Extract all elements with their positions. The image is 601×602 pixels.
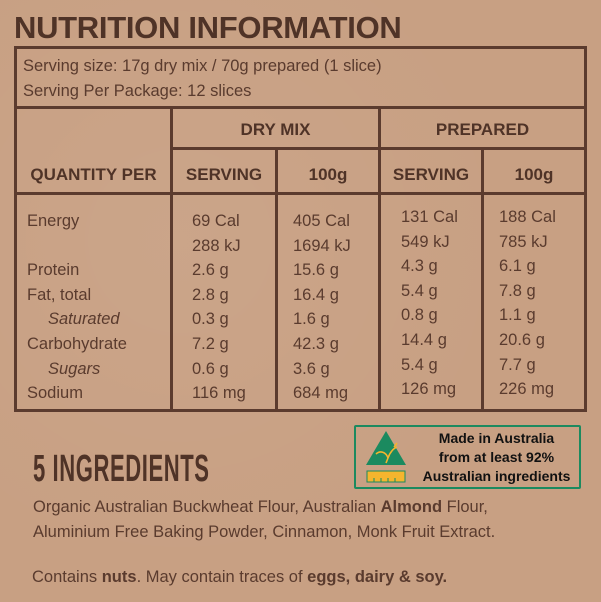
divider: [584, 46, 587, 412]
row-label: Energy: [27, 212, 80, 230]
row-label: Sugars: [48, 359, 101, 378]
row-value: 288 kJ: [192, 236, 241, 255]
row-label: Carbohydrate: [27, 335, 127, 353]
row-label: Fat, total: [27, 285, 92, 304]
divider: [14, 46, 587, 49]
allergen-bold: nuts: [101, 568, 137, 586]
header-quantity-per: QUANTITY PER: [30, 165, 157, 184]
row-value: 6.1 g: [499, 257, 536, 276]
divider: [378, 106, 381, 412]
row-value: 7.8 g: [499, 281, 536, 300]
row-value: 188 Cal: [499, 208, 556, 226]
row-value: 7.2 g: [192, 335, 229, 353]
row-label: Protein: [27, 261, 80, 280]
header-prepared: PREPARED: [435, 120, 530, 139]
divider: [14, 106, 587, 109]
row-value: 0.3 g: [192, 310, 229, 329]
header-dry-mix: DRY MIX: [240, 120, 311, 139]
allergen-bold: eggs, dairy & soy.: [307, 568, 448, 586]
row-value: 1.6 g: [293, 310, 330, 329]
header-prepared-serving: SERVING: [392, 165, 470, 184]
ingredients-text: Organic Australian Buckwheat Flour, Aust…: [33, 498, 381, 516]
ingredients-line-2: Aluminium Free Baking Powder, Cinnamon, …: [33, 523, 496, 541]
header-dry-serving: SERVING: [185, 165, 263, 184]
row-value: 7.7 g: [499, 355, 536, 374]
row-value: 684 mg: [293, 384, 349, 403]
header-prepared-100g: 100g: [514, 165, 554, 184]
divider: [481, 147, 484, 412]
row-label: Sodium: [27, 384, 83, 403]
row-value: 126 mg: [401, 380, 457, 399]
row-label: Saturated: [48, 310, 120, 329]
row-value: 226 mg: [499, 380, 555, 399]
allergen-statement: Contains nuts. May contain traces of egg…: [32, 568, 447, 587]
ingredients-bold: Almond: [380, 498, 443, 516]
row-value: 4.3 g: [401, 257, 438, 276]
badge-line: from at least 92%: [438, 449, 555, 465]
row-value: 20.6 g: [499, 331, 545, 349]
row-value: 785 kJ: [499, 232, 548, 251]
allergen-text: . May contain traces of: [136, 568, 308, 586]
page-title: NUTRITION INFORMATION: [14, 10, 402, 45]
row-value: 2.6 g: [192, 261, 229, 280]
row-value: 131 Cal: [401, 208, 458, 226]
row-value: 549 kJ: [401, 232, 450, 251]
row-value: 116 mg: [192, 384, 246, 403]
row-value: 14.4 g: [401, 331, 447, 349]
row-value: 1.1 g: [499, 306, 536, 325]
divider: [14, 409, 587, 412]
row-value: 5.4 g: [401, 281, 438, 300]
row-value: 0.8 g: [401, 306, 438, 325]
row-value: 0.6 g: [192, 359, 229, 378]
row-value: 16.4 g: [293, 285, 339, 304]
divider: [14, 46, 17, 412]
badge-line: Made in Australia: [438, 430, 555, 446]
row-value: 405 Cal: [293, 212, 350, 230]
serving-size: Serving size: 17g dry mix / 70g prepared…: [23, 57, 382, 75]
allergen-text: Contains: [32, 568, 102, 586]
divider: [170, 106, 173, 412]
row-value: 3.6 g: [293, 359, 330, 378]
servings-per-package: Serving Per Package: 12 slices: [23, 82, 252, 100]
row-value: 2.8 g: [192, 285, 229, 304]
ingredients-text: Flour,: [442, 498, 488, 516]
row-value: 42.3 g: [293, 335, 339, 353]
australian-made-kangaroo-icon: [366, 431, 406, 483]
ingredients-heading: 5 INGREDIENTS: [33, 448, 210, 490]
row-value: 15.6 g: [293, 261, 339, 280]
divider: [14, 192, 587, 195]
header-dry-100g: 100g: [308, 165, 348, 184]
ingredients-line-1: Organic Australian Buckwheat Flour, Aust…: [33, 498, 488, 517]
australian-made-badge: Made in Australia from at least 92% Aust…: [354, 425, 581, 489]
row-value: 5.4 g: [401, 355, 438, 374]
row-value: 69 Cal: [192, 212, 240, 230]
divider: [275, 147, 278, 412]
row-value: 1694 kJ: [293, 236, 351, 255]
badge-line: Australian ingredients: [422, 468, 571, 484]
